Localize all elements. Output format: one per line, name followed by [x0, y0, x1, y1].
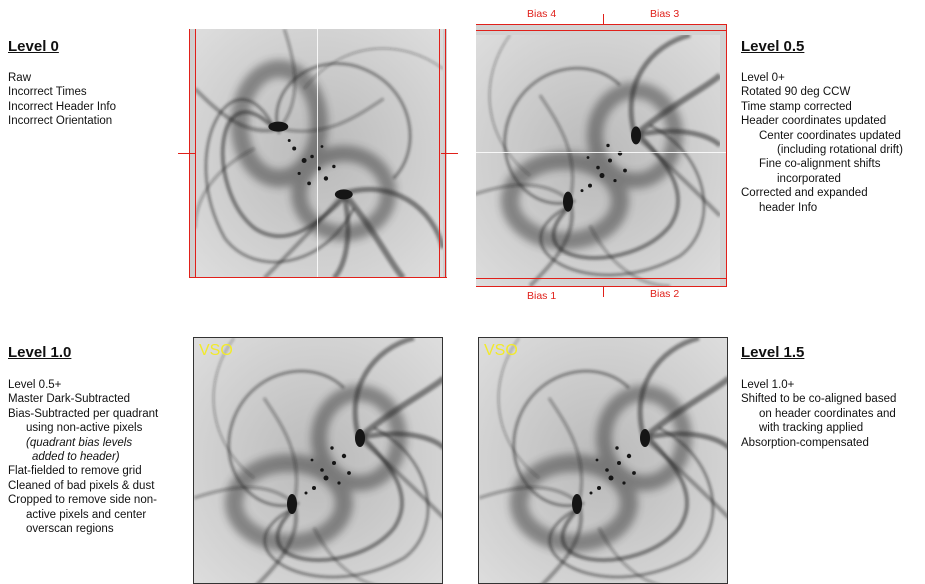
level-10-line: overscan regions — [26, 523, 114, 536]
level-0-line: Incorrect Times — [8, 86, 87, 99]
level-05-line: Corrected and expanded — [741, 187, 868, 200]
red-border-right-inner — [439, 29, 440, 278]
level-05-line: incorporated — [777, 172, 841, 185]
level-05-description: Level 0+ Rotated 90 deg CCW Time stamp c… — [741, 71, 903, 215]
level-05-line: Level 0+ — [741, 72, 785, 84]
level-10-line: Level 0.5+ — [8, 379, 62, 391]
level-10-description: Level 0.5+ Master Dark-Subtracted Bias-S… — [8, 378, 158, 536]
red-tick-top — [603, 14, 604, 24]
level-0-line: Incorrect Header Info — [8, 100, 117, 113]
red-border-right — [726, 24, 727, 287]
level-10-line: (quadrant bias levels — [26, 436, 133, 449]
level-15-description: Level 1.0+ Shifted to be co-aligned base… — [741, 378, 896, 450]
bias-2-label: Bias 2 — [650, 288, 680, 300]
red-border-bottom-inner — [476, 278, 727, 279]
solar-image — [195, 29, 443, 278]
level-10-line: Cropped to remove side non- — [8, 494, 157, 507]
level-05-line: Time stamp corrected — [741, 100, 852, 113]
solar-image — [194, 338, 443, 584]
level-0-image — [189, 29, 447, 278]
crosshair-horizontal — [476, 152, 727, 153]
red-border-bottom — [189, 277, 447, 278]
level-15-line: on header coordinates and — [759, 407, 896, 420]
level-05-title: Level 0.5 — [741, 38, 805, 55]
bias-1-label: Bias 1 — [527, 290, 557, 302]
level-05-line: header Info — [759, 201, 818, 214]
red-border-top — [476, 24, 727, 25]
level-0-title: Level 0 — [8, 38, 59, 55]
level-05-line: Center coordinates updated — [759, 129, 901, 142]
level-0-line: Incorrect Orientation — [8, 115, 113, 128]
level-10-line: Cleaned of bad pixels & dust — [8, 479, 155, 492]
level-10-line: Flat-fielded to remove grid — [8, 465, 142, 478]
solar-image — [479, 338, 728, 584]
red-border-bottom — [476, 286, 727, 287]
crosshair-vertical — [317, 29, 318, 278]
red-tick-right — [441, 153, 458, 154]
level-10-line: using non-active pixels — [26, 422, 143, 435]
level-15-line: Level 1.0+ — [741, 379, 795, 391]
level-05-line: Fine co-alignment shifts — [759, 158, 881, 171]
level-10-title: Level 1.0 — [8, 344, 72, 361]
level-05-image — [476, 24, 727, 287]
solar-image — [476, 35, 720, 286]
level-15-title: Level 1.5 — [741, 344, 805, 361]
level-15-image: VSO — [478, 337, 728, 584]
level-05-line: (including rotational drift) — [777, 144, 903, 157]
red-border-top-inner — [476, 30, 727, 31]
level-05-line: Header coordinates updated — [741, 115, 887, 128]
red-border-left-inner — [195, 29, 196, 278]
red-tick-left — [178, 153, 195, 154]
level-0-description: Raw Incorrect Times Incorrect Header Inf… — [8, 71, 116, 129]
bias-4-label: Bias 4 — [527, 8, 557, 20]
level-0-line: Raw — [8, 72, 32, 84]
level-10-line: added to header) — [32, 451, 120, 464]
vso-watermark: VSO — [199, 342, 233, 359]
level-15-line: Absorption-compensated — [741, 436, 869, 449]
level-10-line: active pixels and center — [26, 508, 147, 521]
bias-3-label: Bias 3 — [650, 8, 680, 20]
level-10-line: Bias-Subtracted per quadrant — [8, 407, 159, 420]
vso-watermark: VSO — [484, 342, 518, 359]
red-tick-bottom — [603, 287, 604, 297]
level-15-line: with tracking applied — [759, 422, 864, 435]
level-10-line: Master Dark-Subtracted — [8, 393, 131, 406]
level-15-line: Shifted to be co-aligned based — [741, 393, 897, 406]
level-05-line: Rotated 90 deg CCW — [741, 86, 851, 99]
level-10-image: VSO — [193, 337, 443, 584]
